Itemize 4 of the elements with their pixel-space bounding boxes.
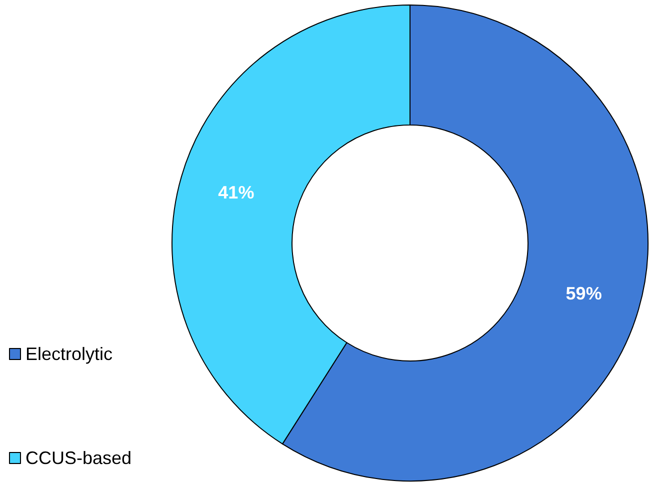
legend-label: CCUS-based <box>26 448 132 468</box>
data-label: 59% <box>566 283 602 304</box>
data-label: 41% <box>218 182 254 203</box>
legend-label: Electrolytic <box>26 344 113 364</box>
